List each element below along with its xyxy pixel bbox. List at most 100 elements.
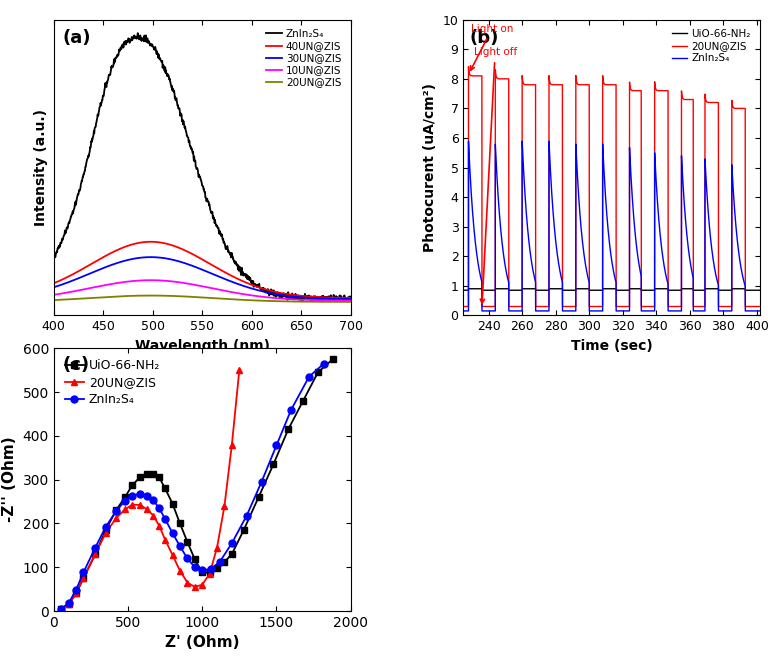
10UN@ZIS: [49, 291, 58, 299]
30UN@ZIS: [239, 282, 248, 290]
UiO-66-NH₂: [313, 369, 323, 376]
UiO-66-NH₂: [111, 507, 121, 514]
ZnIn₂S₄: [127, 492, 137, 500]
10UN@ZIS: [230, 288, 239, 296]
20UN@ZIS: [634, 87, 644, 95]
ZnIn₂S₄: [175, 542, 184, 550]
30UN@ZIS: [305, 294, 314, 302]
10UN@ZIS: [239, 290, 248, 298]
20UN@ZIS: [220, 502, 229, 510]
ZnIn₂S₄: [227, 539, 237, 547]
Line: 20UN@ZIS: 20UN@ZIS: [54, 296, 351, 302]
Line: ZnIn₂S₄: ZnIn₂S₄: [54, 33, 351, 302]
ZnIn₂S₄: [346, 294, 356, 302]
Line: UiO-66-NH₂: UiO-66-NH₂: [463, 289, 760, 290]
UiO-66-NH₂: [154, 474, 164, 482]
ZnIn₂S₄: [79, 568, 88, 576]
20UN@ZIS: [197, 581, 207, 589]
ZnIn₂S₄: [304, 373, 313, 380]
20UN@ZIS: [230, 296, 239, 304]
ZnIn₂S₄: [197, 566, 207, 574]
10UN@ZIS: [222, 287, 231, 295]
X-axis label: Z' (Ohm): Z' (Ohm): [165, 635, 240, 650]
10UN@ZIS: [146, 276, 155, 284]
ZnIn₂S₄: [222, 244, 231, 252]
20UN@ZIS: [756, 302, 765, 311]
20UN@ZIS: [64, 600, 73, 608]
ZnIn₂S₄: [64, 599, 73, 607]
20UN@ZIS: [239, 296, 248, 304]
20UN@ZIS: [71, 589, 81, 597]
20UN@ZIS: [57, 605, 66, 613]
UiO-66-NH₂: [695, 286, 704, 294]
ZnIn₂S₄: [215, 558, 224, 566]
ZnIn₂S₄: [49, 252, 58, 260]
X-axis label: Wavelength (nm): Wavelength (nm): [134, 339, 270, 353]
40UN@ZIS: [146, 238, 155, 246]
Line: 30UN@ZIS: 30UN@ZIS: [54, 257, 351, 299]
40UN@ZIS: [68, 271, 77, 279]
20UN@ZIS: [143, 505, 152, 513]
UiO-66-NH₂: [101, 526, 111, 534]
ZnIn₂S₄: [272, 442, 281, 449]
ZnIn₂S₄: [679, 189, 688, 197]
20UN@ZIS: [205, 570, 214, 578]
UiO-66-NH₂: [168, 500, 177, 508]
20UN@ZIS: [222, 295, 231, 303]
Line: 20UN@ZIS: 20UN@ZIS: [463, 66, 760, 306]
20UN@ZIS: [175, 567, 184, 575]
20UN@ZIS: [227, 441, 237, 449]
UiO-66-NH₂: [190, 555, 200, 563]
UiO-66-NH₂: [161, 484, 170, 492]
UiO-66-NH₂: [566, 286, 575, 294]
ZnIn₂S₄: [190, 563, 200, 571]
ZnIn₂S₄: [168, 529, 177, 537]
UiO-66-NH₂: [197, 568, 207, 576]
20UN@ZIS: [49, 296, 58, 304]
20UN@ZIS: [566, 302, 575, 311]
40UN@ZIS: [230, 273, 239, 281]
ZnIn₂S₄: [91, 543, 100, 551]
ZnIn₂S₄: [68, 210, 77, 218]
UiO-66-NH₂: [175, 520, 184, 528]
10UN@ZIS: [275, 294, 284, 302]
20UN@ZIS: [464, 62, 473, 70]
20UN@ZIS: [235, 366, 244, 374]
UiO-66-NH₂: [57, 605, 66, 613]
20UN@ZIS: [68, 295, 77, 303]
20UN@ZIS: [121, 505, 130, 513]
Text: Light on: Light on: [471, 24, 513, 70]
20UN@ZIS: [190, 583, 200, 591]
20UN@ZIS: [101, 529, 111, 537]
UiO-66-NH₂: [464, 285, 473, 293]
ZnIn₂S₄: [458, 307, 468, 315]
Line: ZnIn₂S₄: ZnIn₂S₄: [58, 360, 327, 612]
X-axis label: Time (sec): Time (sec): [571, 339, 653, 353]
UiO-66-NH₂: [458, 286, 468, 294]
Line: 10UN@ZIS: 10UN@ZIS: [54, 280, 351, 300]
20UN@ZIS: [213, 543, 222, 551]
ZnIn₂S₄: [756, 307, 765, 315]
10UN@ZIS: [68, 288, 77, 296]
30UN@ZIS: [222, 276, 231, 284]
UiO-66-NH₂: [213, 564, 222, 572]
Y-axis label: Photocurent (uA/cm²): Photocurent (uA/cm²): [423, 83, 437, 252]
30UN@ZIS: [275, 291, 284, 299]
ZnIn₂S₄: [242, 512, 251, 520]
ZnIn₂S₄: [239, 272, 248, 280]
20UN@ZIS: [305, 298, 314, 306]
UiO-66-NH₂: [227, 550, 237, 558]
20UN@ZIS: [679, 95, 688, 103]
ZnIn₂S₄: [695, 307, 704, 315]
10UN@ZIS: [346, 296, 356, 304]
20UN@ZIS: [346, 298, 356, 306]
20UN@ZIS: [148, 512, 157, 520]
UiO-66-NH₂: [474, 285, 483, 293]
Text: (a): (a): [63, 29, 91, 47]
UiO-66-NH₂: [269, 461, 278, 468]
ZnIn₂S₄: [57, 605, 66, 613]
ZnIn₂S₄: [286, 405, 296, 413]
ZnIn₂S₄: [647, 307, 657, 315]
20UN@ZIS: [647, 302, 657, 311]
ZnIn₂S₄: [207, 565, 216, 573]
